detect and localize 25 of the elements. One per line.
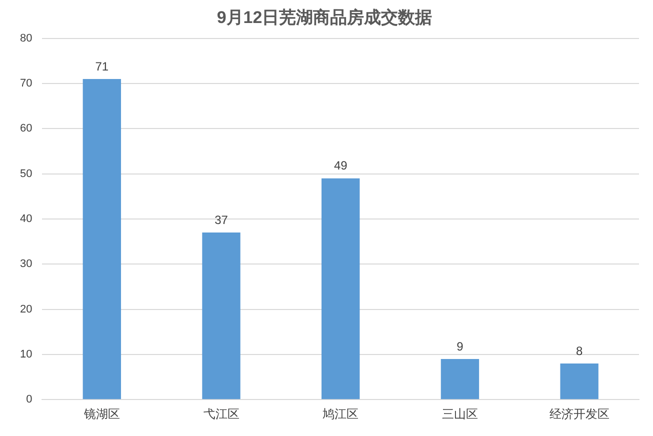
y-tick-label: 10 [20, 348, 32, 360]
chart-title: 9月12日芜湖商品房成交数据 [216, 8, 432, 27]
y-tick-label: 40 [20, 213, 32, 226]
y-tick-label: 50 [20, 168, 32, 180]
bar [440, 358, 480, 400]
bar [560, 363, 598, 400]
data-label: 71 [95, 59, 109, 74]
x-tick-label: 鸠江区 [322, 407, 359, 422]
y-tick-label: 30 [20, 258, 32, 270]
x-tick-label: 镜湖区 [82, 407, 120, 422]
y-tick-label: 0 [26, 394, 32, 406]
x-tick-label: 三山区 [442, 407, 478, 422]
data-label: 49 [334, 158, 348, 173]
x-tick-label: 经济开发区 [549, 407, 610, 422]
data-label: 9 [456, 339, 464, 354]
x-tick-label: 弋江区 [203, 407, 240, 422]
data-label: 8 [576, 344, 583, 358]
bar [322, 178, 360, 400]
data-label: 37 [214, 212, 228, 227]
bar [202, 232, 240, 400]
y-tick-label: 20 [20, 303, 32, 316]
bar [82, 79, 122, 400]
y-tick-label: 60 [20, 122, 32, 135]
y-tick-label: 80 [20, 32, 32, 44]
y-tick-label: 70 [20, 78, 32, 90]
